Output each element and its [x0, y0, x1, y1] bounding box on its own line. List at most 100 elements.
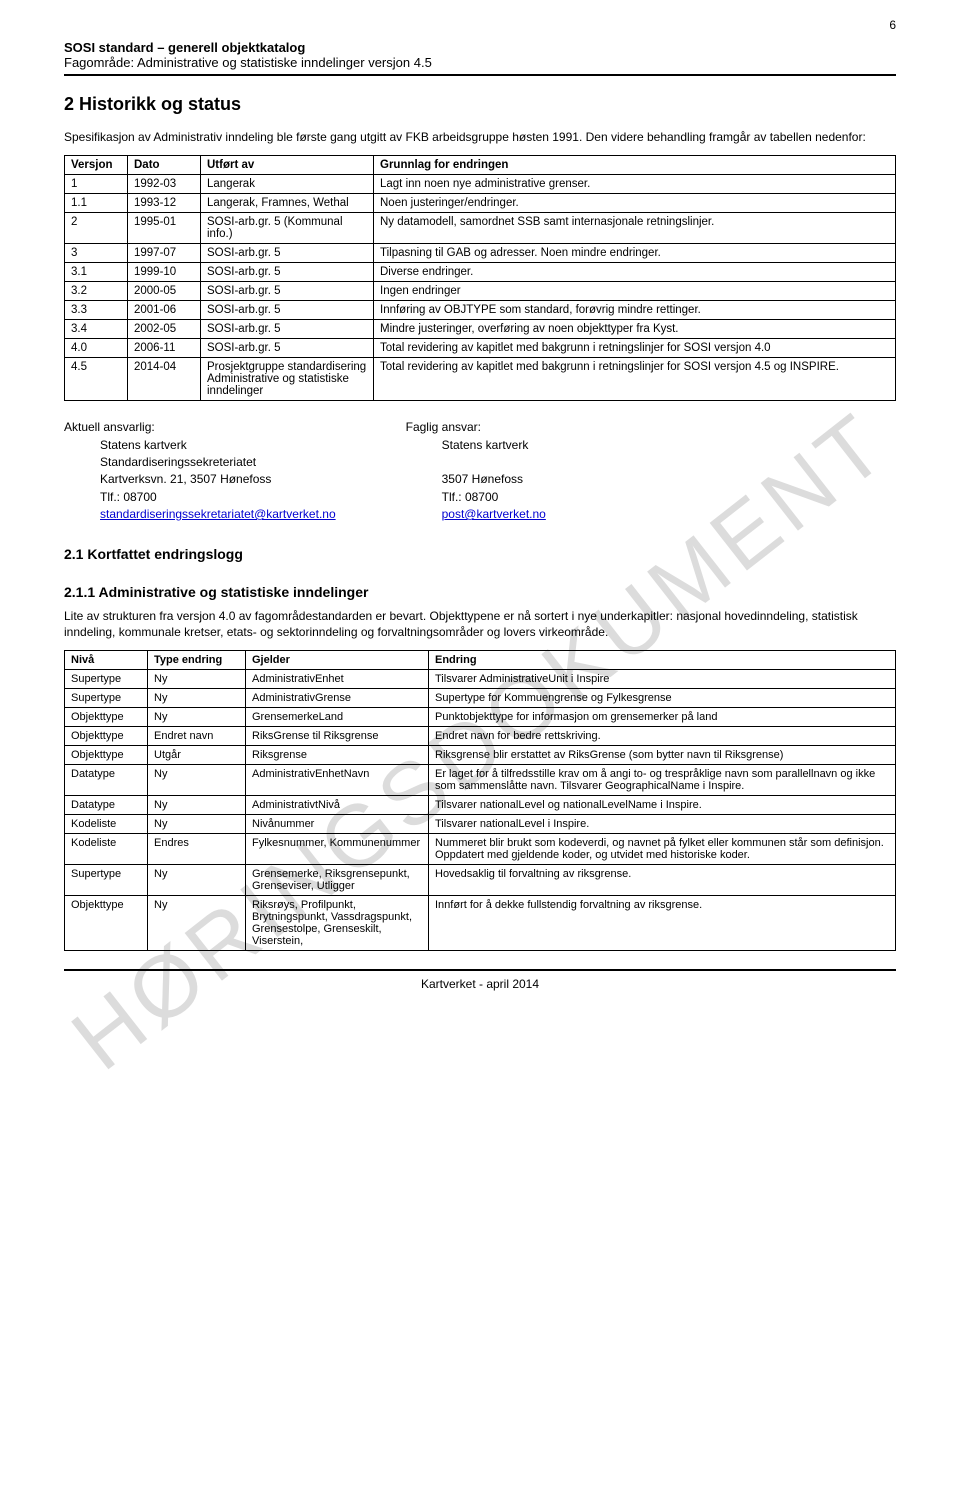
table-cell: 3.3	[65, 301, 128, 320]
table-cell: Lagt inn noen nye administrative grenser…	[374, 175, 896, 194]
table-cell: Ny	[148, 795, 246, 814]
table-cell: Objekttype	[65, 707, 148, 726]
table-cell: Utgår	[148, 745, 246, 764]
table-cell: Tilpasning til GAB og adresser. Noen min…	[374, 244, 896, 263]
table-cell: 2000-05	[128, 282, 201, 301]
table-cell: Innføring av OBJTYPE som standard, forøv…	[374, 301, 896, 320]
table-cell: Objekttype	[65, 745, 148, 764]
table-cell: 1995-01	[128, 213, 201, 244]
table-cell: Supertype	[65, 688, 148, 707]
table-cell: Nummeret blir brukt som kodeverdi, og na…	[429, 833, 896, 864]
table-cell: Fylkesnummer, Kommunenummer	[246, 833, 429, 864]
table-cell: GrensemerkeLand	[246, 707, 429, 726]
table-cell: 2001-06	[128, 301, 201, 320]
table-cell: SOSI-arb.gr. 5	[201, 301, 374, 320]
contact-right-tel: Tlf.: 08700	[442, 489, 546, 506]
table-row: 3.22000-05SOSI-arb.gr. 5Ingen endringer	[65, 282, 896, 301]
table-cell: Supertype	[65, 864, 148, 895]
table-cell: Supertype	[65, 669, 148, 688]
table-cell: SOSI-arb.gr. 5	[201, 263, 374, 282]
table-row: 21995-01SOSI-arb.gr. 5 (Kommunal info.)N…	[65, 213, 896, 244]
table-cell: Tilsvarer nationalLevel og nationalLevel…	[429, 795, 896, 814]
table-cell: Tilsvarer AdministrativeUnit i Inspire	[429, 669, 896, 688]
table-cell: 3.1	[65, 263, 128, 282]
table-row: 4.52014-04Prosjektgruppe standardisering…	[65, 358, 896, 401]
header-rule	[64, 74, 896, 76]
table-row: SupertypeNyGrensemerke, Riksgrensepunkt,…	[65, 864, 896, 895]
contact-right-addr: 3507 Hønefoss	[442, 471, 546, 488]
table-cell: 2006-11	[128, 339, 201, 358]
contact-left-email[interactable]: standardiseringssekretariatet@kartverket…	[100, 507, 336, 521]
table-cell: Datatype	[65, 795, 148, 814]
contact-right-email[interactable]: post@kartverket.no	[442, 507, 546, 521]
table-cell: 1993-12	[128, 194, 201, 213]
section-2-1-title: 2.1 Kortfattet endringslogg	[64, 546, 896, 562]
table-cell: Kodeliste	[65, 814, 148, 833]
table-row: ObjekttypeNyGrensemerkeLandPunktobjektty…	[65, 707, 896, 726]
contact-right-org: Statens kartverk	[442, 437, 546, 454]
table-cell: SOSI-arb.gr. 5	[201, 244, 374, 263]
table-cell: Innført for å dekke fullstendig forvaltn…	[429, 895, 896, 950]
table-row: 3.42002-05SOSI-arb.gr. 5Mindre justering…	[65, 320, 896, 339]
version-table-header: Utført av	[201, 156, 374, 175]
table-cell: Ny	[148, 864, 246, 895]
table-cell: RiksGrense til Riksgrense	[246, 726, 429, 745]
table-cell: Total revidering av kapitlet med bakgrun…	[374, 358, 896, 401]
table-cell: Tilsvarer nationalLevel i Inspire.	[429, 814, 896, 833]
table-row: SupertypeNyAdministrativEnhetTilsvarer A…	[65, 669, 896, 688]
table-cell: Objekttype	[65, 895, 148, 950]
table-cell: AdministrativGrense	[246, 688, 429, 707]
table-cell: Ny datamodell, samordnet SSB samt intern…	[374, 213, 896, 244]
contact-block: Aktuell ansvarlig: Statens kartverk Stan…	[64, 419, 896, 523]
table-cell: Nivånummer	[246, 814, 429, 833]
table-cell: 2	[65, 213, 128, 244]
version-table-header: Dato	[128, 156, 201, 175]
table-cell: Ny	[148, 669, 246, 688]
changes-table-header: Type endring	[148, 650, 246, 669]
table-cell: Mindre justeringer, overføring av noen o…	[374, 320, 896, 339]
contact-left-label: Aktuell ansvarlig:	[64, 419, 336, 436]
table-cell: AdministrativtNivå	[246, 795, 429, 814]
table-cell: SOSI-arb.gr. 5 (Kommunal info.)	[201, 213, 374, 244]
table-cell: Endres	[148, 833, 246, 864]
table-cell: AdministrativEnhetNavn	[246, 764, 429, 795]
table-cell: AdministrativEnhet	[246, 669, 429, 688]
table-cell: 3.2	[65, 282, 128, 301]
contact-left-addr: Kartverksvn. 21, 3507 Hønefoss	[100, 471, 336, 488]
table-cell: SOSI-arb.gr. 5	[201, 282, 374, 301]
table-cell: 1.1	[65, 194, 128, 213]
table-cell: Langerak, Framnes, Wethal	[201, 194, 374, 213]
table-cell: 1997-07	[128, 244, 201, 263]
table-row: 3.32001-06SOSI-arb.gr. 5Innføring av OBJ…	[65, 301, 896, 320]
table-cell: Prosjektgruppe standardisering Administr…	[201, 358, 374, 401]
table-row: ObjekttypeNyRiksrøys, Profilpunkt, Brytn…	[65, 895, 896, 950]
table-row: KodelisteEndresFylkesnummer, Kommunenumm…	[65, 833, 896, 864]
contact-left-dept: Standardiseringssekreteriatet	[100, 454, 336, 471]
table-cell: Supertype for Kommuengrense og Fylkesgre…	[429, 688, 896, 707]
table-cell: Ny	[148, 707, 246, 726]
contact-right: Faglig ansvar: Statens kartverk 3507 Høn…	[406, 419, 546, 523]
table-cell: Riksgrense	[246, 745, 429, 764]
table-cell: Punktobjekttype for informasjon om grens…	[429, 707, 896, 726]
table-cell: 3	[65, 244, 128, 263]
version-table-header: Grunnlag for endringen	[374, 156, 896, 175]
changes-table-header: Nivå	[65, 650, 148, 669]
table-row: ObjekttypeEndret navnRiksGrense til Riks…	[65, 726, 896, 745]
table-cell: Ingen endringer	[374, 282, 896, 301]
table-cell: Riksrøys, Profilpunkt, Brytningspunkt, V…	[246, 895, 429, 950]
contact-left-org: Statens kartverk	[100, 437, 336, 454]
table-row: 1.11993-12Langerak, Framnes, WethalNoen …	[65, 194, 896, 213]
table-cell: 4.0	[65, 339, 128, 358]
table-cell: Er laget for å tilfredsstille krav om å …	[429, 764, 896, 795]
contact-left-tel: Tlf.: 08700	[100, 489, 336, 506]
header-line-1: SOSI standard – generell objektkatalog	[64, 40, 896, 55]
table-row: KodelisteNyNivånummerTilsvarer nationalL…	[65, 814, 896, 833]
table-cell: Diverse endringer.	[374, 263, 896, 282]
table-cell: 2014-04	[128, 358, 201, 401]
table-cell: 1992-03	[128, 175, 201, 194]
table-row: DatatypeNyAdministrativtNivåTilsvarer na…	[65, 795, 896, 814]
changes-table-header: Endring	[429, 650, 896, 669]
table-cell: 1999-10	[128, 263, 201, 282]
table-cell: Langerak	[201, 175, 374, 194]
table-row: SupertypeNyAdministrativGrenseSupertype …	[65, 688, 896, 707]
